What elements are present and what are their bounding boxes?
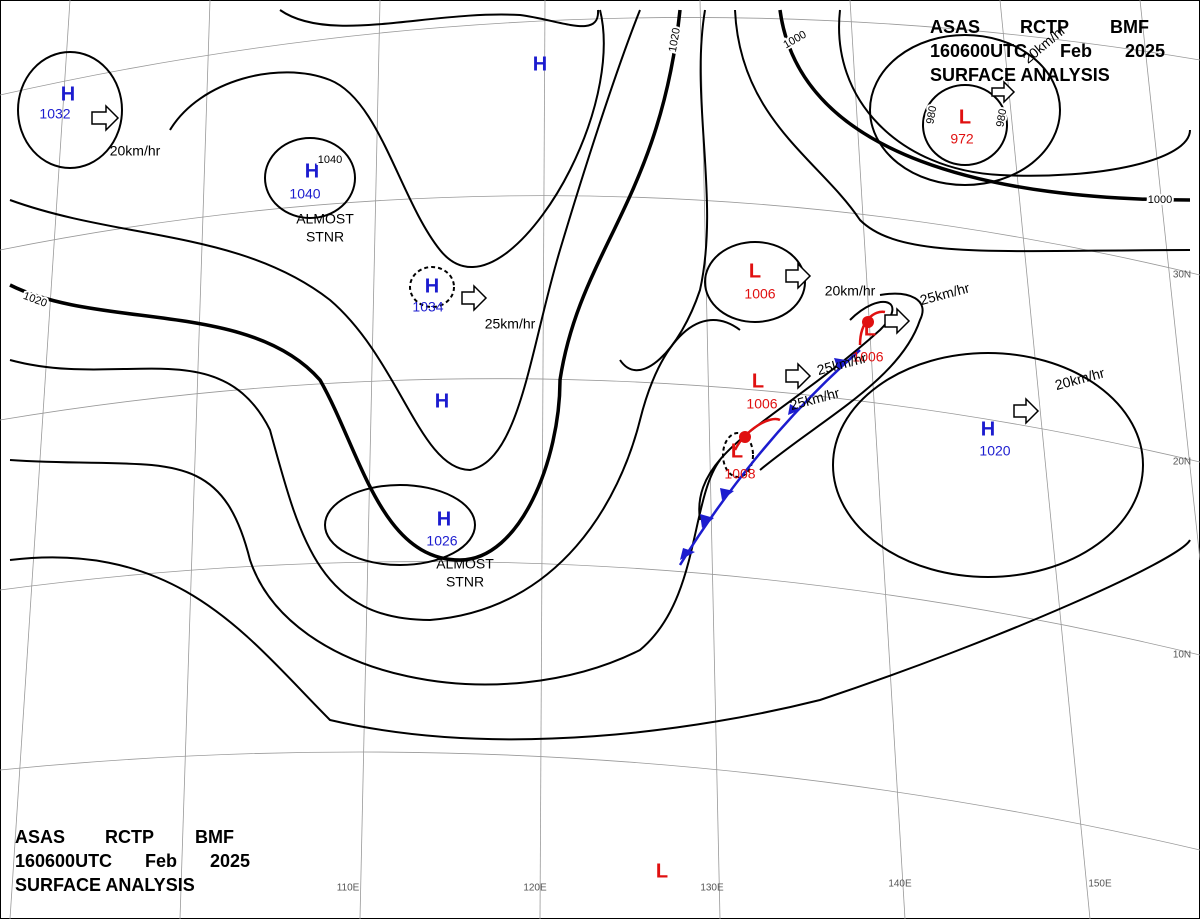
longitude-label: 130E <box>700 883 724 894</box>
header-time: 160600UTC <box>930 41 1027 61</box>
header-time: 2025 <box>210 851 250 871</box>
system-pressure: 1040 <box>289 186 320 202</box>
longitude-label: 110E <box>337 883 360 894</box>
stationary-note: ALMOST <box>436 556 494 572</box>
system-symbol: L <box>752 370 764 392</box>
header-title: SURFACE ANALYSIS <box>15 875 195 895</box>
system-pressure: 1032 <box>39 106 70 122</box>
isobar-label: 1000 <box>1148 194 1172 206</box>
stationary-note: ALMOST <box>296 211 354 227</box>
header-time: 2025 <box>1125 41 1165 61</box>
system-symbol: H <box>981 418 995 440</box>
motion-speed: 20km/hr <box>825 283 876 299</box>
longitude-label: 120E <box>523 883 547 894</box>
system-pressure: 1020 <box>979 443 1010 459</box>
system-symbol: H <box>61 83 75 105</box>
fronts <box>678 310 886 566</box>
header-time: Feb <box>1060 41 1092 61</box>
system-symbol: L <box>959 106 971 128</box>
motion-arrows <box>91 80 1040 425</box>
system-symbol: L <box>656 860 668 882</box>
system-symbol: H <box>305 160 319 182</box>
system-pressure: 1006 <box>746 396 777 412</box>
system-symbol: H <box>437 508 451 530</box>
system-pressure: 1006 <box>744 286 775 302</box>
header-agency: BMF <box>1110 17 1149 37</box>
system-pressure: 972 <box>950 131 974 147</box>
header-agency: ASAS <box>930 17 980 37</box>
longitude-label: 150E <box>1088 879 1112 890</box>
header-time: Feb <box>145 851 177 871</box>
system-symbol: L <box>731 440 743 462</box>
system-pressure: 1026 <box>426 533 457 549</box>
longitude-label: 140E <box>888 879 912 890</box>
system-pressure: 1008 <box>724 466 755 482</box>
system-symbol: H <box>435 390 449 412</box>
header-agency: ASAS <box>15 827 65 847</box>
system-symbol: H <box>425 275 439 297</box>
header-agency: RCTP <box>105 827 154 847</box>
header-time: 160600UTC <box>15 851 112 871</box>
motion-speed: 25km/hr <box>485 316 536 332</box>
system-symbol: H <box>533 53 547 75</box>
motion-speed: 20km/hr <box>110 143 161 159</box>
system-pressure: 1034 <box>412 299 443 315</box>
isobars <box>9 9 1191 741</box>
header-agency: RCTP <box>1020 17 1069 37</box>
latitude-label: 20N <box>1173 457 1191 468</box>
stationary-note: STNR <box>446 574 484 590</box>
isobar-label: 980 <box>924 105 939 125</box>
system-symbol: L <box>864 318 876 340</box>
system-pressure: 1006 <box>852 349 883 365</box>
latitude-label: 30N <box>1173 270 1191 281</box>
isobar-label: 1040 <box>318 154 342 166</box>
system-symbol: L <box>749 260 761 282</box>
header-agency: BMF <box>195 827 234 847</box>
stationary-note: STNR <box>306 229 344 245</box>
latitude-label: 10N <box>1173 650 1191 661</box>
header-title: SURFACE ANALYSIS <box>930 65 1110 85</box>
isobar-label: 980 <box>994 108 1009 128</box>
